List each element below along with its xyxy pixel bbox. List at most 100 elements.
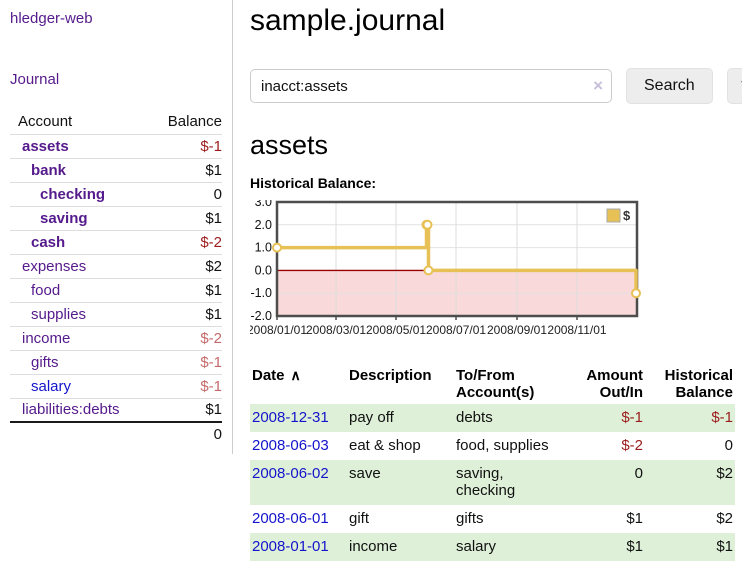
transaction-balance: $2: [716, 510, 733, 527]
transaction-accounts: salary: [456, 538, 497, 555]
account-balance: $-2: [145, 325, 222, 350]
register-header-date[interactable]: Date ∧: [252, 367, 301, 384]
help-button[interactable]: ?: [726, 68, 742, 104]
sidebar-item-journal[interactable]: Journal: [10, 71, 60, 88]
account-row: bank $1: [10, 157, 222, 182]
account-row: supplies $1: [10, 301, 222, 326]
account-link[interactable]: assets: [22, 137, 69, 155]
sidebar: hledger-web Journal Account Balance asse…: [0, 0, 233, 454]
search-input[interactable]: [250, 69, 612, 103]
svg-text:2.0: 2.0: [255, 218, 272, 232]
accounts-header-balance: Balance: [167, 113, 222, 131]
register-header-accounts: To/From Account(s): [456, 367, 535, 401]
register-row: 2008-06-01 gift gifts $1 $2: [250, 505, 735, 533]
account-heading: assets: [250, 130, 329, 160]
transaction-amount: $1: [626, 510, 643, 527]
accounts-table: Account Balance assets $-1 bank $1 check…: [10, 110, 222, 446]
register-row: 2008-12-31 pay off debts $-1 $-1: [250, 404, 735, 432]
transaction-balance: $2: [716, 465, 733, 482]
svg-text:-2.0: -2.0: [250, 309, 272, 323]
accounts-total-row: 0: [10, 421, 222, 446]
transaction-date-link[interactable]: 2008-01-01: [252, 538, 329, 555]
accounts-total-spacer: [10, 421, 146, 446]
transaction-description: income: [349, 538, 398, 555]
account-link[interactable]: salary: [31, 377, 72, 395]
register-row: 2008-06-02 save saving, checking 0 $2: [250, 460, 735, 505]
account-row: assets $-1: [10, 133, 222, 158]
svg-text:$: $: [623, 208, 631, 223]
account-row: saving $1: [10, 205, 222, 230]
account-balance: $-2: [145, 229, 222, 254]
svg-text:-1.0: -1.0: [250, 286, 272, 300]
account-link[interactable]: checking: [40, 185, 106, 203]
accounts-total-value: 0: [145, 421, 222, 446]
main-content: sample.journal × Search ? assets Histori…: [233, 0, 742, 561]
register-header-balance: Historical Balance: [664, 367, 733, 401]
clear-search-icon[interactable]: ×: [593, 76, 603, 95]
account-row: cash $-2: [10, 229, 222, 254]
historical-balance-chart: 3.0 2.0 1.0 0.0 -1.0 -2.0 2008/01/01 2008/03/01…: [247, 195, 742, 344]
account-link[interactable]: food: [31, 281, 61, 299]
svg-text:2008/11/01: 2008/11/01: [547, 323, 606, 337]
account-link[interactable]: saving: [40, 209, 88, 227]
account-link[interactable]: bank: [31, 161, 67, 179]
account-balance: $2: [145, 253, 222, 278]
account-balance: 0: [145, 181, 222, 206]
svg-text:2008/01/01: 2008/01/01: [250, 323, 307, 337]
transaction-description: pay off: [349, 409, 394, 426]
account-balance: $-1: [145, 133, 222, 158]
register-row: 2008-01-01 income salary $1 $1: [250, 533, 735, 561]
svg-text:0.0: 0.0: [255, 263, 272, 277]
register-row: 2008-06-03 eat & shop food, supplies $-2…: [250, 432, 735, 460]
transaction-date-link[interactable]: 2008-06-02: [252, 465, 329, 482]
transaction-description: eat & shop: [349, 437, 421, 454]
transaction-description: gift: [349, 510, 370, 527]
account-link[interactable]: income: [22, 329, 71, 347]
historical-balance-label: Historical Balance:: [250, 175, 377, 191]
account-balance: $-1: [145, 349, 222, 374]
account-row: checking 0: [10, 181, 222, 206]
svg-text:2008/03/01: 2008/03/01: [306, 323, 366, 337]
register-table: Date ∧ Description To/From Account(s) Amo…: [250, 364, 735, 561]
transaction-description: save: [349, 465, 381, 482]
account-row: gifts $-1: [10, 349, 222, 374]
account-balance: $1: [145, 277, 222, 302]
app-title-link[interactable]: hledger-web: [10, 10, 93, 27]
account-link[interactable]: liabilities:debts: [22, 401, 120, 419]
transaction-amount: $-1: [621, 409, 643, 426]
sort-ascending-icon: ∧: [290, 367, 301, 383]
transaction-balance: $1: [716, 538, 733, 555]
search-input-wrap: ×: [250, 69, 612, 103]
register-header-amount: Amount Out/In: [586, 367, 643, 401]
transaction-accounts: gifts: [456, 510, 484, 527]
transaction-amount: 0: [634, 465, 643, 482]
transaction-date-link[interactable]: 2008-06-01: [252, 510, 329, 527]
account-balance: $1: [145, 157, 222, 182]
account-link[interactable]: cash: [31, 233, 66, 251]
account-balance: $-1: [145, 373, 222, 398]
transaction-accounts: saving, checking: [456, 465, 516, 499]
search-form: × Search ?: [250, 68, 742, 104]
transaction-date-link[interactable]: 2008-06-03: [252, 437, 329, 454]
account-row: expenses $2: [10, 253, 222, 278]
accounts-header-account: Account: [18, 113, 73, 131]
account-link[interactable]: gifts: [31, 353, 59, 371]
account-balance: $1: [145, 397, 222, 422]
account-link[interactable]: supplies: [31, 305, 87, 323]
accounts-header-row: Account Balance: [10, 110, 222, 134]
register-header-description: Description: [349, 367, 432, 384]
transaction-accounts: debts: [456, 409, 493, 426]
svg-text:2008/09/01: 2008/09/01: [487, 323, 547, 337]
search-button[interactable]: Search: [626, 68, 713, 104]
transaction-balance: 0: [724, 437, 733, 454]
svg-text:1.0: 1.0: [255, 241, 272, 255]
register-header-row: Date ∧ Description To/From Account(s) Amo…: [250, 364, 735, 404]
account-link[interactable]: expenses: [22, 257, 87, 275]
svg-text:2008/07/01: 2008/07/01: [426, 323, 486, 337]
svg-text:3.0: 3.0: [255, 200, 272, 209]
account-row: salary $-1: [10, 373, 222, 398]
account-row: food $1: [10, 277, 222, 302]
transaction-date-link[interactable]: 2008-12-31: [252, 409, 329, 426]
account-balance: $1: [145, 205, 222, 230]
transaction-balance: $-1: [711, 409, 733, 426]
